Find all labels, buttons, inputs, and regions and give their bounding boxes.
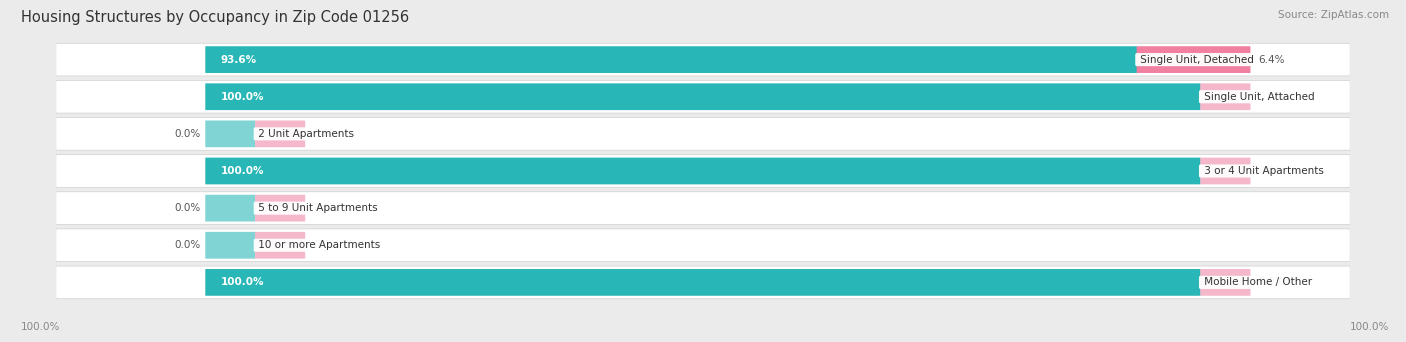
Text: 6.4%: 6.4% (1258, 55, 1285, 65)
FancyBboxPatch shape (56, 229, 1350, 262)
Text: 0.0%: 0.0% (174, 129, 201, 139)
FancyBboxPatch shape (205, 120, 256, 147)
Text: 100.0%: 100.0% (221, 92, 264, 102)
Text: 10 or more Apartments: 10 or more Apartments (256, 240, 384, 250)
FancyBboxPatch shape (1136, 46, 1250, 73)
FancyBboxPatch shape (56, 43, 1350, 76)
FancyBboxPatch shape (1201, 158, 1250, 184)
FancyBboxPatch shape (254, 120, 305, 147)
Text: 100.0%: 100.0% (221, 166, 264, 176)
Text: 0.0%: 0.0% (314, 129, 339, 139)
Text: 0.0%: 0.0% (1258, 92, 1285, 102)
Text: 0.0%: 0.0% (174, 240, 201, 250)
FancyBboxPatch shape (56, 155, 1350, 187)
FancyBboxPatch shape (56, 266, 1350, 299)
Text: Housing Structures by Occupancy in Zip Code 01256: Housing Structures by Occupancy in Zip C… (21, 10, 409, 25)
Text: Single Unit, Detached: Single Unit, Detached (1137, 55, 1257, 65)
FancyBboxPatch shape (254, 195, 305, 222)
FancyBboxPatch shape (56, 192, 1350, 224)
Text: Single Unit, Attached: Single Unit, Attached (1201, 92, 1317, 102)
Text: 0.0%: 0.0% (174, 203, 201, 213)
FancyBboxPatch shape (1201, 83, 1250, 110)
Text: 100.0%: 100.0% (1350, 322, 1389, 332)
FancyBboxPatch shape (205, 83, 1201, 110)
Text: 5 to 9 Unit Apartments: 5 to 9 Unit Apartments (256, 203, 381, 213)
FancyBboxPatch shape (254, 232, 305, 259)
FancyBboxPatch shape (205, 232, 256, 259)
Text: Mobile Home / Other: Mobile Home / Other (1201, 277, 1315, 287)
Text: 0.0%: 0.0% (314, 240, 339, 250)
Text: 100.0%: 100.0% (21, 322, 60, 332)
FancyBboxPatch shape (56, 80, 1350, 113)
FancyBboxPatch shape (205, 158, 1201, 184)
Text: Source: ZipAtlas.com: Source: ZipAtlas.com (1278, 10, 1389, 20)
Text: 2 Unit Apartments: 2 Unit Apartments (256, 129, 357, 139)
FancyBboxPatch shape (1201, 269, 1250, 296)
Text: 100.0%: 100.0% (221, 277, 264, 287)
FancyBboxPatch shape (205, 269, 1201, 296)
FancyBboxPatch shape (205, 195, 256, 222)
Text: 93.6%: 93.6% (221, 55, 256, 65)
FancyBboxPatch shape (205, 46, 1137, 73)
Text: 0.0%: 0.0% (1258, 277, 1285, 287)
Text: 0.0%: 0.0% (1258, 166, 1285, 176)
Text: 0.0%: 0.0% (314, 203, 339, 213)
Text: 3 or 4 Unit Apartments: 3 or 4 Unit Apartments (1201, 166, 1327, 176)
FancyBboxPatch shape (56, 118, 1350, 150)
